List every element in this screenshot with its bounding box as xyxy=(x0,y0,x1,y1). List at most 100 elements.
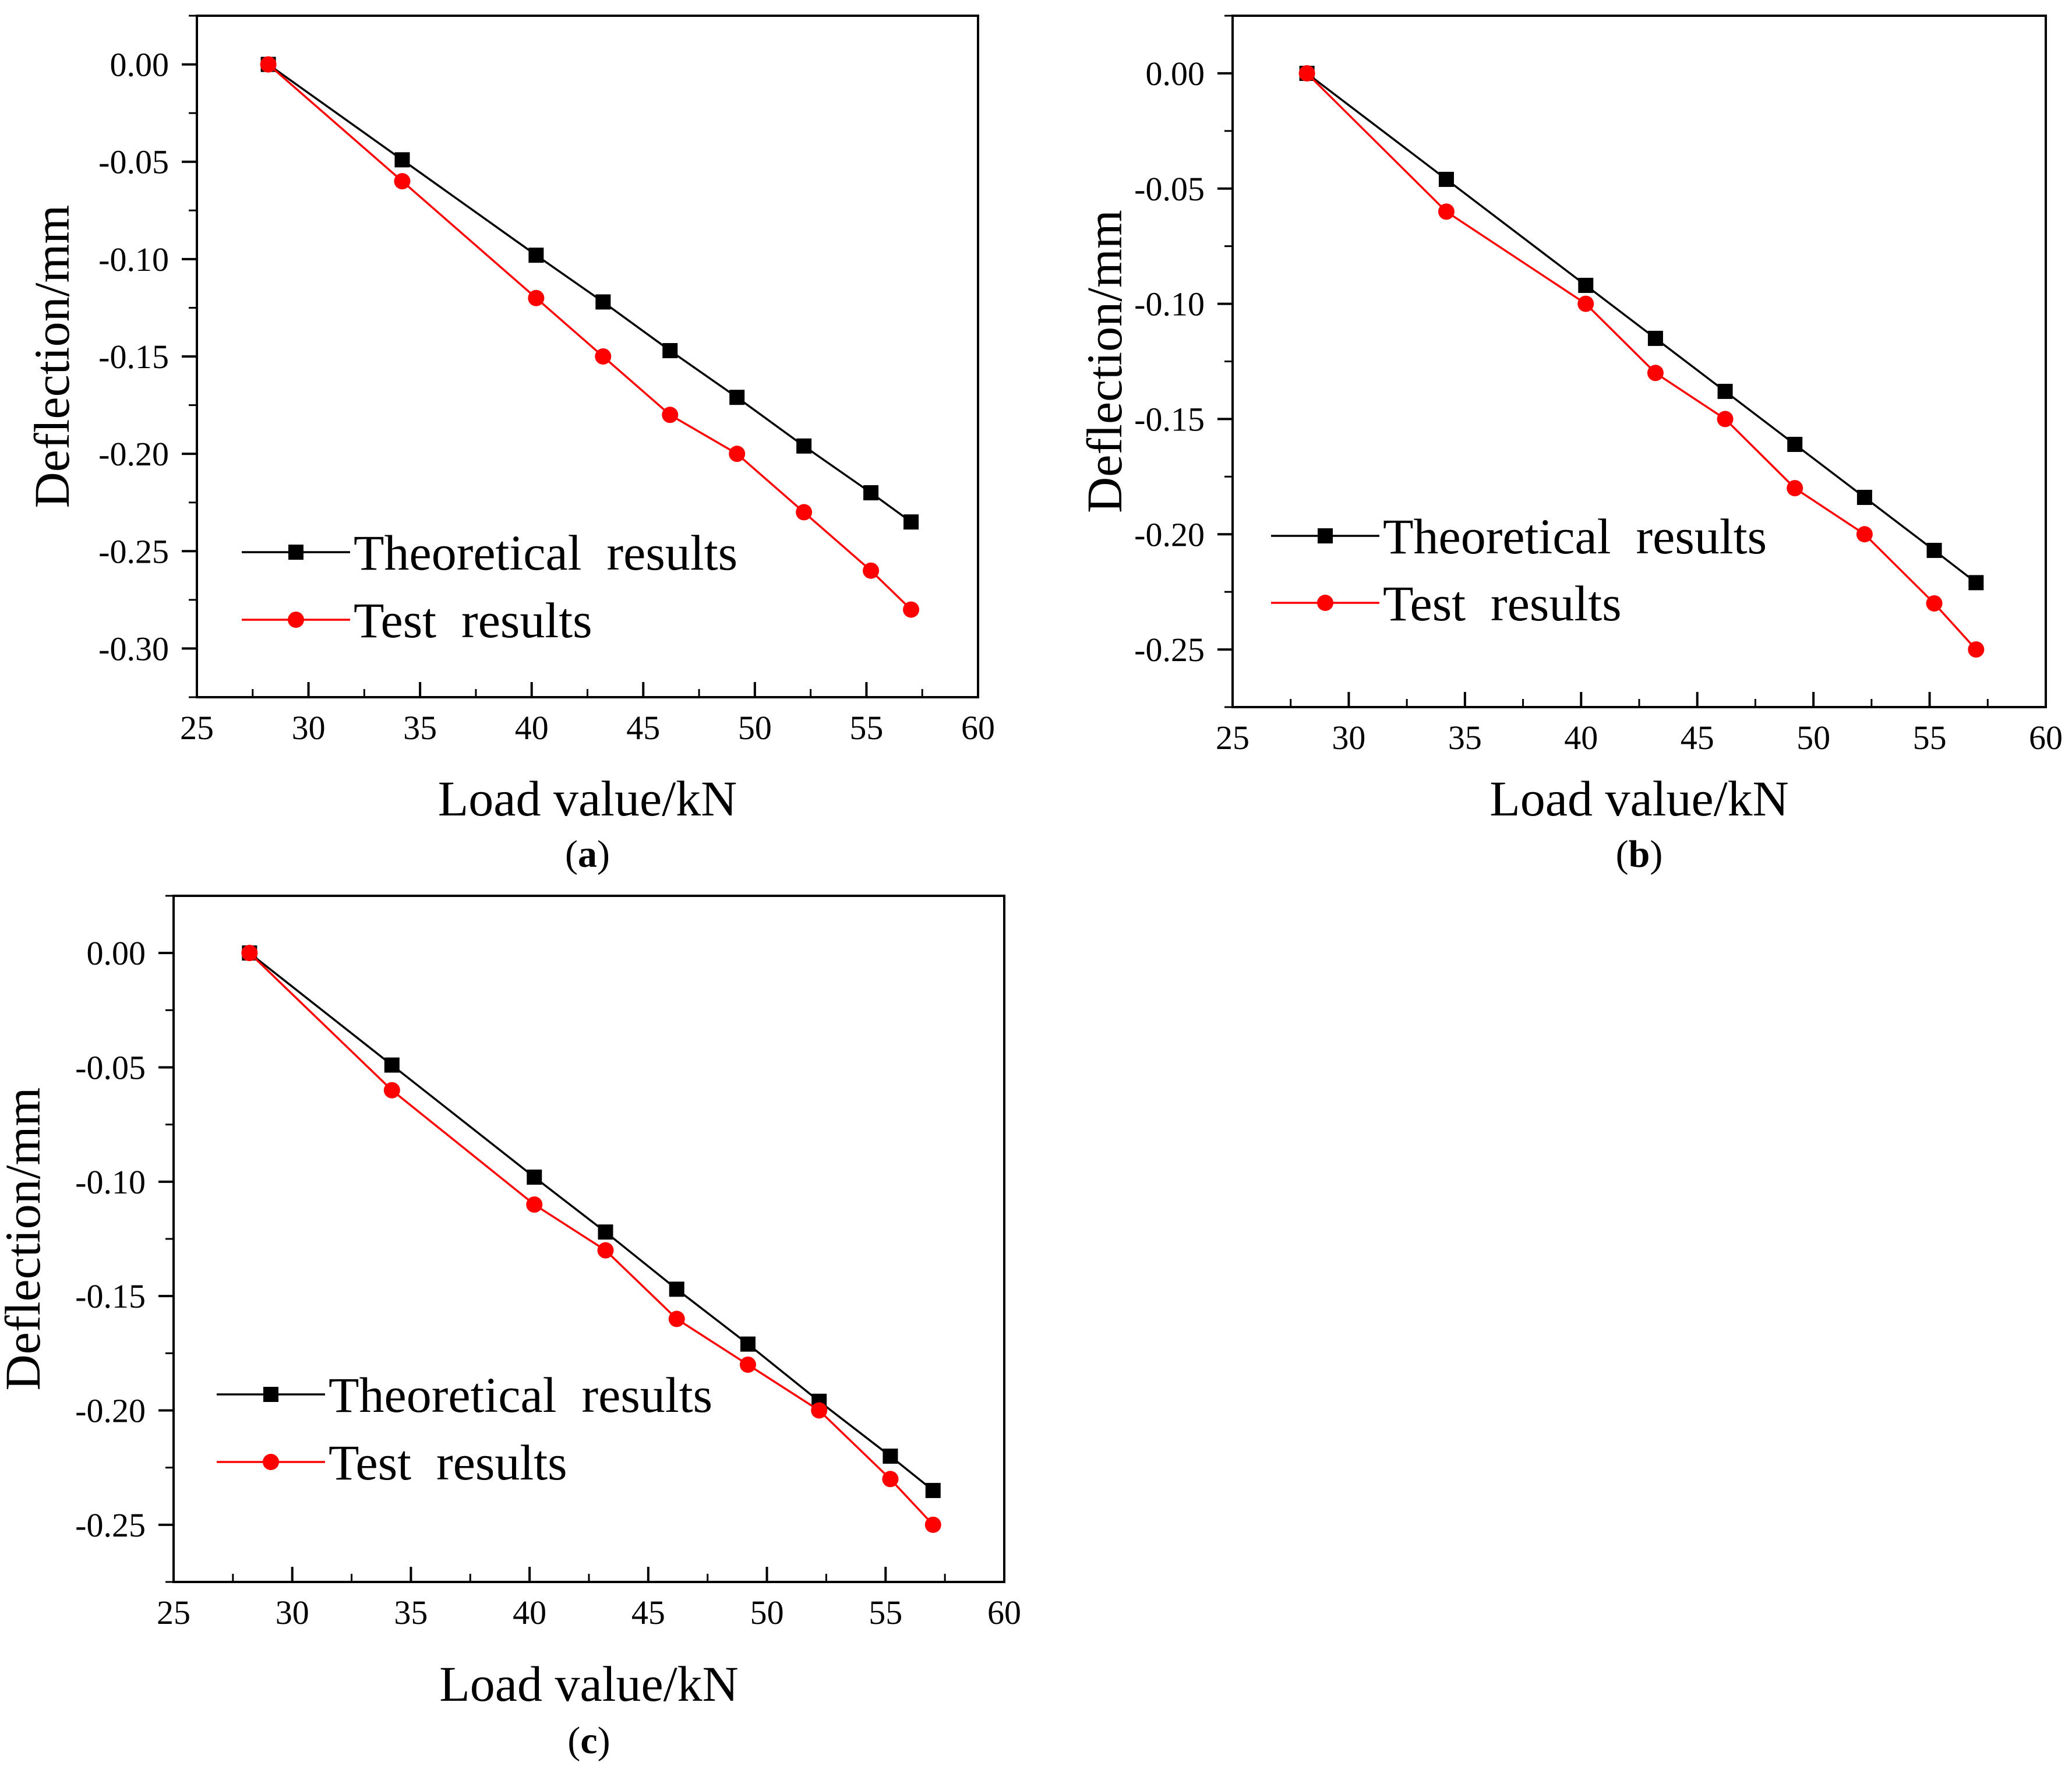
series-test xyxy=(241,945,941,1533)
series-test xyxy=(1298,65,1985,658)
x-tick-label: 45 xyxy=(1681,719,1714,757)
data-point-square xyxy=(863,485,879,500)
data-point-circle xyxy=(863,562,880,579)
panel-label-open: ( xyxy=(565,833,578,875)
chart-panel-c: 25 30 35 40 45 50 55 60 0.00 -0.05 -0.10 -0.15 -0.20… xyxy=(0,895,1021,1762)
y-tick-label: 0.00 xyxy=(87,934,146,972)
series-theoretical xyxy=(260,56,919,530)
x-tick-label: 35 xyxy=(394,1594,428,1631)
x-tick-label: 60 xyxy=(961,709,995,747)
y-tick-label: 0.00 xyxy=(1146,55,1205,93)
y-tick-label: -0.10 xyxy=(98,241,169,278)
y-tick-label: -0.05 xyxy=(1134,170,1205,208)
y-tick-label: -0.20 xyxy=(75,1392,146,1430)
data-point-square xyxy=(729,390,745,405)
y-axis-title: Deflection/mm xyxy=(1076,210,1132,513)
data-point-square xyxy=(669,1281,684,1297)
legend-label: Test results xyxy=(354,592,592,648)
y-tick-label: -0.25 xyxy=(75,1506,146,1544)
x-tick-label: 30 xyxy=(1332,719,1365,757)
data-point-circle xyxy=(528,289,545,306)
data-point-circle xyxy=(796,504,813,521)
x-tick-label: 30 xyxy=(292,709,326,747)
x-tick-label: 40 xyxy=(513,1594,546,1631)
data-point-square xyxy=(662,342,678,358)
x-axis-title: Load value/kN xyxy=(1489,771,1788,827)
x-tick-label: 55 xyxy=(869,1594,902,1631)
data-point-square xyxy=(394,152,410,168)
panel-label-letter: b xyxy=(1629,833,1650,875)
panel-label-close: ) xyxy=(597,833,610,875)
x-tick-label: 45 xyxy=(631,1594,665,1631)
data-point-circle xyxy=(1926,595,1943,612)
panel-label-close: ) xyxy=(598,1719,610,1762)
data-point-square xyxy=(925,1482,941,1498)
legend-marker-square xyxy=(1318,528,1333,543)
y-tick-label: -0.15 xyxy=(75,1277,146,1315)
x-tick-label: 50 xyxy=(738,709,772,747)
legend-marker-square xyxy=(288,545,303,560)
legend-marker-square xyxy=(263,1387,278,1402)
series-test xyxy=(260,56,920,618)
legend-label: Theoretical results xyxy=(329,1367,712,1423)
series-line xyxy=(267,63,912,523)
y-tick-label: -0.15 xyxy=(98,338,169,376)
x-tick-label: 50 xyxy=(750,1594,784,1631)
data-point-square xyxy=(903,514,919,530)
panel-label-letter: a xyxy=(578,833,597,875)
panel-label-open: ( xyxy=(1616,833,1629,875)
y-tick-label: -0.15 xyxy=(1134,400,1205,438)
x-tick-label: 60 xyxy=(2029,719,2063,757)
y-tick-label: -0.25 xyxy=(1134,631,1205,669)
data-point-circle xyxy=(526,1196,543,1213)
data-point-circle xyxy=(597,1242,614,1259)
x-tick-label: 60 xyxy=(987,1594,1021,1631)
data-point-circle xyxy=(1787,480,1803,497)
x-tick-label: 25 xyxy=(157,1594,190,1631)
panel-label-close: ) xyxy=(1650,833,1662,875)
y-tick-label: -0.20 xyxy=(1134,515,1205,553)
y-tick-label: -0.10 xyxy=(1134,285,1205,323)
y-axis-title: Deflection/mm xyxy=(0,1087,51,1391)
data-point-square xyxy=(1787,436,1803,452)
data-point-circle xyxy=(739,1356,756,1373)
x-tick-label: 55 xyxy=(849,709,883,747)
data-point-circle xyxy=(595,348,612,365)
legend-item-test: Test results xyxy=(242,592,592,648)
data-point-circle xyxy=(882,1471,899,1488)
data-point-square xyxy=(1438,171,1454,187)
data-point-circle xyxy=(729,446,746,462)
legend-item-theoretical: Theoretical results xyxy=(242,525,737,581)
x-axis-title: Load value/kN xyxy=(439,1656,738,1712)
data-point-square xyxy=(1717,383,1733,399)
data-point-square xyxy=(796,438,812,454)
chart-panel-b: 25 30 35 40 45 50 55 60 0.00 -0.05 -0.10 -0.15 -0.20… xyxy=(1076,15,2063,875)
legend-label: Theoretical results xyxy=(354,525,737,581)
x-tick-label: 35 xyxy=(403,709,437,747)
data-point-square xyxy=(598,1224,613,1240)
panel-label: (a) xyxy=(565,833,610,875)
data-point-circle xyxy=(1647,365,1664,382)
y-tick-label: -0.10 xyxy=(75,1163,146,1201)
data-point-circle xyxy=(383,1082,400,1099)
data-point-square xyxy=(384,1057,400,1073)
x-tick-label: 45 xyxy=(626,709,660,747)
chart-panel-a: 25 30 35 40 45 50 55 60 0.00 -0.05 -0.10 -0.15 -0.20… xyxy=(24,15,995,875)
data-point-circle xyxy=(394,173,411,190)
x-tick-label: 30 xyxy=(276,1594,309,1631)
x-tick-label: 50 xyxy=(1796,719,1830,757)
data-point-square xyxy=(1856,489,1872,505)
x-tick-label: 55 xyxy=(1913,719,1947,757)
y-tick-label: 0.00 xyxy=(110,46,170,84)
data-point-circle xyxy=(903,601,920,618)
data-point-circle xyxy=(1577,295,1594,312)
y-axis-title: Deflection/mm xyxy=(24,205,80,508)
data-point-circle xyxy=(668,1311,685,1327)
data-point-square xyxy=(1647,330,1663,346)
x-tick-label: 35 xyxy=(1448,719,1482,757)
x-tick-label: 40 xyxy=(1564,719,1598,757)
data-point-square xyxy=(1578,277,1594,293)
data-point-square xyxy=(1926,542,1942,558)
legend-item-test: Test results xyxy=(217,1435,567,1491)
legend-item-test: Test results xyxy=(1271,575,1622,631)
